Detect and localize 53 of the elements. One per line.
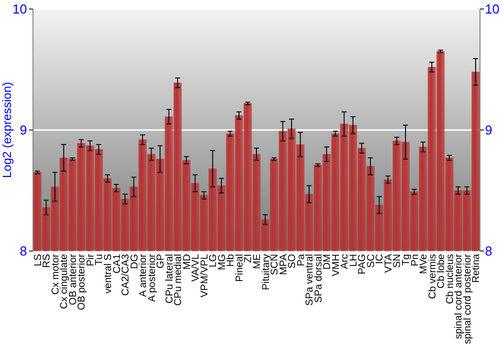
x-tick-label: A anterior [138, 253, 150, 297]
x-tick-label: SO [287, 254, 298, 268]
x-tick-label: MG [216, 254, 228, 270]
x-tick-label: CPu medial [173, 254, 184, 306]
x-tick-label: OB anterior [68, 253, 79, 306]
x-tick-label: LG [208, 254, 220, 268]
x-tick-label: GP [156, 254, 167, 268]
x-tick-label: Cb nucleus [444, 254, 456, 304]
x-tick-label: ventral S [103, 254, 114, 294]
y2-tick-label: 8 [485, 244, 492, 259]
x-tick-label: Cx motor [50, 253, 62, 295]
x-tick-label: VPM/VPL [199, 254, 210, 298]
y-tick-label: 9 [20, 122, 27, 138]
x-tick-label: Retina [471, 254, 482, 283]
x-tick-label: spinal cord anterior [454, 253, 465, 340]
x-tick-label: DM [322, 254, 334, 270]
x-tick-label: PAG [357, 254, 368, 274]
x-tick-label: RS [42, 254, 53, 268]
x-tick-label: Pn [410, 254, 421, 266]
x-tick-label: MPA [278, 254, 290, 275]
x-tick-label: SPa dorsal [313, 254, 324, 303]
x-tick-label: Arc [340, 254, 351, 269]
x-tick-label: CA2/CA3 [120, 254, 132, 296]
x-tick-label: IC [374, 254, 386, 264]
y-tick-label: 10 [12, 2, 27, 17]
x-tick-label: ME [252, 254, 263, 269]
y-tick-label: 8 [20, 244, 27, 259]
x-tick-label: Tu [94, 254, 106, 266]
x-tick-label: SN [392, 254, 404, 268]
x-tick-label: SC [366, 254, 377, 268]
x-tick-label: LH [348, 254, 360, 267]
x-tick-label: DG [129, 254, 140, 269]
y-axis-title: Log2 (expression) [0, 82, 14, 178]
x-tick-label: Pituitary [260, 254, 272, 290]
x-tick-label: Pa [296, 254, 307, 266]
x-tick-label: LS [32, 254, 44, 266]
x-tick-label: spinal cord posterior [462, 253, 474, 344]
x-tick-label: VMH [330, 254, 342, 276]
x-tick-label: Hb [226, 254, 237, 267]
x-tick-label: OB posterior [76, 253, 88, 310]
x-tick-label: A posterior [146, 253, 158, 302]
y2-tick-label: 9 [485, 122, 492, 138]
x-tick-label: CA1 [112, 254, 123, 274]
x-tick-label: Cb lobe [436, 254, 448, 288]
x-tick-label: SCN [270, 254, 281, 276]
x-tick-label: Tg [401, 254, 412, 266]
x-tick-label: Pir [85, 253, 96, 266]
y2-tick-label: 10 [485, 2, 500, 17]
x-tick-label: ZI [243, 254, 254, 263]
x-tick-label: VTA [383, 254, 394, 273]
x-tick-label: Cx cingulate [59, 254, 70, 310]
x-tick-label: MVe [418, 254, 430, 274]
x-tick-label: Pineal [234, 254, 246, 282]
